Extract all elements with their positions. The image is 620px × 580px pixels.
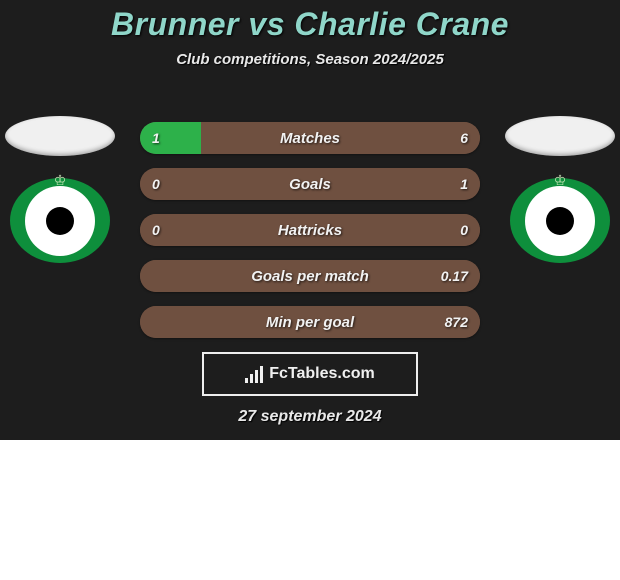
- player-left-slot: ♔: [0, 116, 120, 263]
- bars-icon: [245, 365, 263, 383]
- footer-brand-box: FcTables.com: [202, 352, 418, 396]
- stat-row: 872Min per goal: [140, 306, 480, 338]
- stat-label: Min per goal: [140, 306, 480, 338]
- stat-row: 0.17Goals per match: [140, 260, 480, 292]
- club-logo-inner: [546, 207, 574, 235]
- club-logo-mid: [525, 186, 595, 256]
- club-logo-right: ♔: [510, 178, 610, 263]
- page-title: Brunner vs Charlie Crane: [0, 0, 620, 43]
- player-silhouette-right: [505, 116, 615, 156]
- player-silhouette-left: [5, 116, 115, 156]
- stat-label: Goals per match: [140, 260, 480, 292]
- subtitle: Club competitions, Season 2024/2025: [0, 51, 620, 68]
- crown-icon: ♔: [54, 172, 67, 189]
- footer-brand-text: FcTables.com: [269, 365, 375, 383]
- club-logo-inner: [46, 207, 74, 235]
- stat-label: Matches: [140, 122, 480, 154]
- stat-label: Goals: [140, 168, 480, 200]
- club-logo-outer: ♔: [10, 178, 110, 263]
- club-logo-mid: [25, 186, 95, 256]
- club-logo-outer: ♔: [510, 178, 610, 263]
- crown-icon: ♔: [554, 172, 567, 189]
- comparison-panel: Brunner vs Charlie Crane Club competitio…: [0, 0, 620, 440]
- club-logo-left: ♔: [10, 178, 110, 263]
- stat-row: 00Hattricks: [140, 214, 480, 246]
- stat-row: 01Goals: [140, 168, 480, 200]
- comparison-bars: 16Matches 01Goals 00Hattricks 0.17Goals per…: [140, 122, 480, 352]
- date-line: 27 september 2024: [0, 408, 620, 426]
- stat-label: Hattricks: [140, 214, 480, 246]
- stat-row: 16Matches: [140, 122, 480, 154]
- player-right-slot: ♔: [500, 116, 620, 263]
